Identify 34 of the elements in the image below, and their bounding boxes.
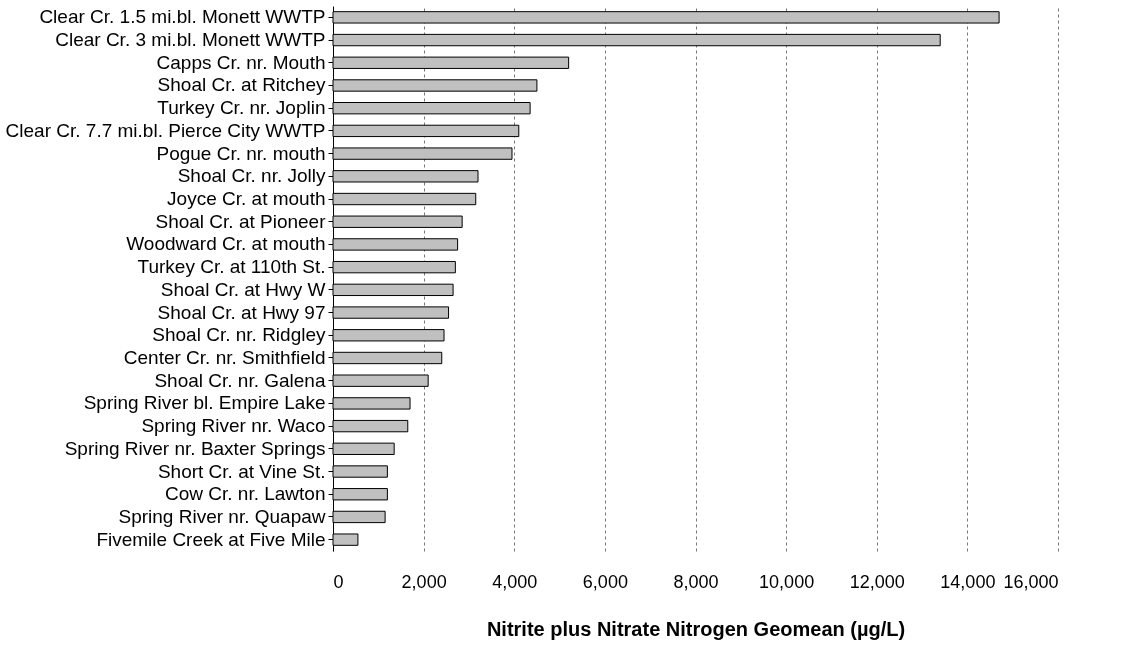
y-tick-label: Center Cr. nr. Smithfield [123,346,326,368]
x-tick-label: 0 [333,571,344,592]
y-tick-label: Turkey Cr. at 110th St. [137,256,326,278]
y-tick-label: Clear Cr. 1.5 mi.bl. Monett WWTP [39,6,326,28]
y-tick-label: Short Cr. at Vine St. [157,460,326,482]
x-tick-label: 8,000 [673,571,719,592]
y-tick-label: Capps Cr. nr. Mouth [156,51,326,73]
x-tick-label: 14,000 [940,571,996,592]
y-tick-label: Cow Cr. nr. Lawton [164,483,326,505]
x-axis-title: Nitrite plus Nitrate Nitrogen Geomean (µg/L) [486,617,906,640]
y-tick-label: Shoal Cr. nr. Ridgley [152,324,326,346]
y-tick-label: Spring River bl. Empire Lake [83,392,326,414]
x-tick-label: 6,000 [582,571,628,592]
x-tick-label: 4,000 [492,571,538,592]
y-tick-label: Fivemile Creek at Five Mile [96,528,326,550]
y-tick-label: Shoal Cr. nr. Jolly [177,165,326,187]
y-tick-label: Clear Cr. 3 mi.bl. Monett WWTP [55,29,326,51]
y-tick-label: Shoal Cr. at Hwy 97 [157,301,326,323]
y-tick-label: Shoal Cr. nr. Galena [154,369,326,391]
y-tick-label: Shoal Cr. at Pioneer [155,210,327,232]
x-tick-label: 10,000 [759,571,815,592]
x-tick-label: 2,000 [401,571,447,592]
y-tick-label: Woodward Cr. at mouth [126,233,326,255]
y-tick-label: Pogue Cr. nr. mouth [156,142,326,164]
y-tick-label: Spring River nr. Waco [141,415,326,437]
y-tick-label: Turkey Cr. nr. Joplin [157,97,326,119]
y-tick-label: Shoal Cr. at Hwy W [160,278,326,300]
x-tick-label: 16,000 [1003,571,1059,592]
y-tick-label: Spring River nr. Quapaw [118,505,326,527]
y-tick-label: Spring River nr. Baxter Springs [64,437,326,459]
y-tick-label: Joyce Cr. at mouth [167,188,326,210]
y-tick-label: Shoal Cr. at Ritchey [157,74,326,96]
y-tick-label: Clear Cr. 7.7 mi.bl. Pierce City WWTP [5,119,326,141]
x-tick-label: 12,000 [849,571,905,592]
